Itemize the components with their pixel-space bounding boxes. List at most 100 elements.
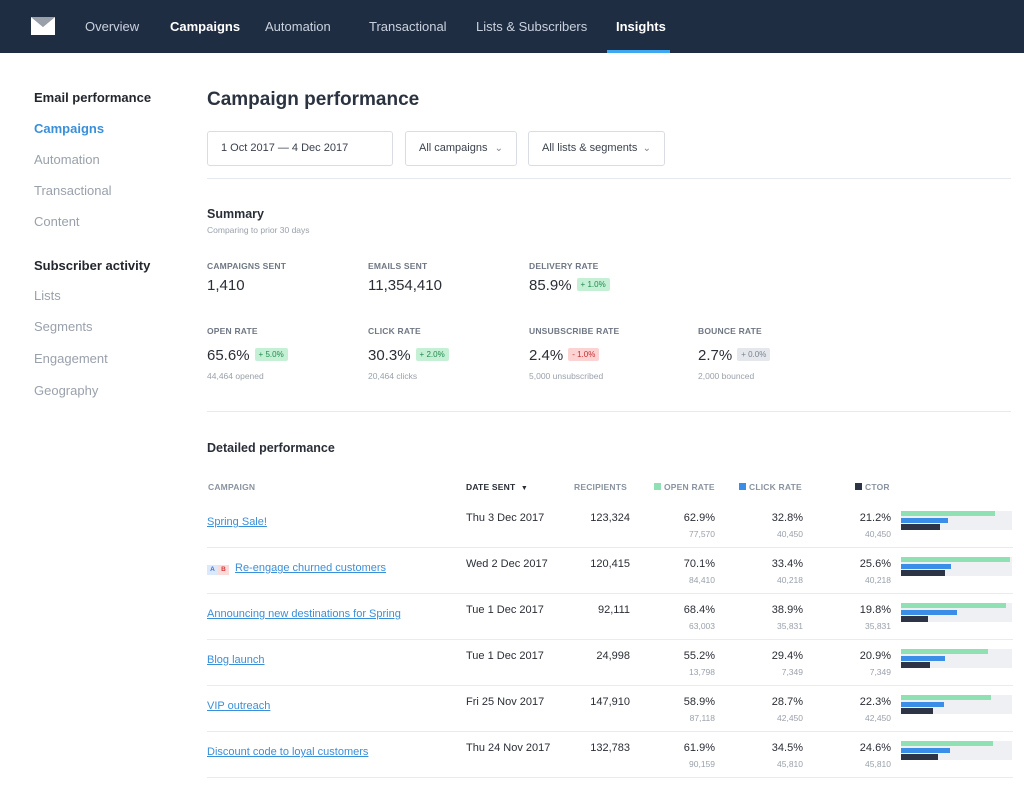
recipients: 24,998 xyxy=(596,650,630,662)
clicks-count: 45,810 xyxy=(777,759,803,769)
metric-value-delivery-rate: 85.9% xyxy=(529,277,572,294)
nav-overview[interactable]: Overview xyxy=(85,19,140,34)
campaign-link[interactable]: Blog launch xyxy=(207,654,265,666)
open-rate: 68.4% xyxy=(683,604,715,616)
sort-desc-icon: ▼ xyxy=(520,485,529,492)
column-header-date-sent[interactable]: DATE SENT ▼ xyxy=(466,482,528,492)
ctor-bar xyxy=(901,524,940,530)
metric-value-open-rate: 65.6% xyxy=(207,347,250,364)
metric-value-unsubscribe-rate: 2.4% xyxy=(529,347,564,364)
ctor-count: 40,218 xyxy=(865,575,891,585)
campaign-cell: Spring Sale! xyxy=(207,512,267,530)
divider xyxy=(207,178,1011,179)
open-rate-bar xyxy=(901,649,988,654)
envelope-logo-icon[interactable] xyxy=(31,17,55,35)
click-rate: 34.5% xyxy=(771,742,803,754)
column-header-campaign[interactable]: CAMPAIGN xyxy=(208,482,256,492)
metric-label-campaigns-sent: CAMPAIGNS SENT xyxy=(207,261,287,271)
column-header-open-rate[interactable]: OPEN RATE xyxy=(654,482,715,492)
sidebar-item-content[interactable]: Content xyxy=(34,214,80,229)
column-header-ctor[interactable]: CTOR xyxy=(855,482,890,492)
sidebar-item-engagement[interactable]: Engagement xyxy=(34,351,108,366)
change-badge: + 0.0% xyxy=(737,348,771,361)
open-rate-bar xyxy=(901,557,1010,562)
click-rate: 28.7% xyxy=(771,696,803,708)
performance-bars xyxy=(901,695,1012,714)
opened-count: 87,118 xyxy=(689,713,715,723)
campaign-link[interactable]: Announcing new destinations for Spring xyxy=(207,608,401,620)
ctor-count: 42,450 xyxy=(865,713,891,723)
ctor: 24.6% xyxy=(859,742,891,754)
nav-transactional[interactable]: Transactional xyxy=(369,19,447,34)
chevron-down-icon: ⌄ xyxy=(642,143,651,154)
nav-campaigns[interactable]: Campaigns xyxy=(170,19,241,34)
nav-automation[interactable]: Automation xyxy=(265,19,331,34)
click-rate-legend-swatch xyxy=(739,483,746,490)
nav-insights[interactable]: Insights xyxy=(616,19,666,34)
column-header-click-rate[interactable]: CLICK RATE xyxy=(739,482,802,492)
click-rate-bar xyxy=(901,702,944,707)
campaign-cell: VIP outreach xyxy=(207,696,270,714)
lists-segments-dropdown[interactable]: All lists & segments ⌄ xyxy=(528,131,665,166)
ctor-count: 35,831 xyxy=(865,621,891,631)
table-row: Discount code to loyal customers Thu 24 N… xyxy=(207,732,1013,778)
sidebar-item-lists[interactable]: Lists xyxy=(34,288,61,303)
ctor-count: 45,810 xyxy=(865,759,891,769)
campaign-link[interactable]: Spring Sale! xyxy=(207,516,267,528)
ab-variant-a: A xyxy=(207,565,218,575)
open-rate: 62.9% xyxy=(683,512,715,524)
sidebar-item-campaigns[interactable]: Campaigns xyxy=(34,121,105,136)
active-tab-indicator xyxy=(607,50,670,53)
date-sent: Tue 1 Dec 2017 xyxy=(466,650,544,662)
ctor: 19.8% xyxy=(859,604,891,616)
ctor: 20.9% xyxy=(859,650,891,662)
campaigns-dropdown-value: All campaigns xyxy=(419,142,488,154)
sidebar-item-transactional[interactable]: Transactional xyxy=(34,183,112,198)
performance-bars xyxy=(901,603,1012,622)
page-title: Campaign performance xyxy=(207,89,420,110)
performance-bars xyxy=(901,741,1012,760)
performance-bars xyxy=(901,557,1012,576)
metric-bounce-rate: 2.7% + 0.0% xyxy=(698,347,771,364)
detailed-performance-title: Detailed performance xyxy=(207,441,335,455)
campaign-link[interactable]: Re-engage churned customers xyxy=(235,562,387,574)
campaign-cell: A B Re-engage churned customers xyxy=(207,558,386,576)
open-rate: 70.1% xyxy=(683,558,715,570)
metric-label-delivery-rate: DELIVERY RATE xyxy=(529,261,599,271)
metric-label-bounce-rate: BOUNCE RATE xyxy=(698,326,762,336)
campaign-link[interactable]: Discount code to loyal customers xyxy=(207,746,369,758)
metric-label-open-rate: OPEN RATE xyxy=(207,326,258,336)
metric-value-click-rate: 30.3% xyxy=(368,347,411,364)
clicks-count: 40,450 xyxy=(777,529,803,539)
opened-count: 13,798 xyxy=(689,667,715,677)
summary-subtitle: Comparing to prior 30 days xyxy=(207,225,310,235)
recipients: 132,783 xyxy=(590,742,630,754)
campaign-link[interactable]: VIP outreach xyxy=(207,700,271,712)
campaign-cell: Announcing new destinations for Spring xyxy=(207,604,401,622)
sidebar-item-automation[interactable]: Automation xyxy=(34,152,100,167)
divider xyxy=(207,411,1011,412)
nav-lists-subscribers[interactable]: Lists & Subscribers xyxy=(476,19,588,34)
lists-dropdown-value: All lists & segments xyxy=(542,142,638,154)
change-badge: + 5.0% xyxy=(254,348,288,361)
change-badge: + 2.0% xyxy=(415,348,449,361)
open-rate-bar xyxy=(901,741,993,746)
column-header-ctor-label: CTOR xyxy=(865,482,890,492)
metric-unsubscribe-rate: 2.4% - 1.0% xyxy=(529,347,600,364)
ctor: 21.2% xyxy=(859,512,891,524)
date-sent: Thu 24 Nov 2017 xyxy=(466,742,551,754)
open-rate: 55.2% xyxy=(683,650,715,662)
open-rate: 61.9% xyxy=(683,742,715,754)
table-row: Blog launch Tue 1 Dec 2017 24,998 55.2% 13,7… xyxy=(207,640,1013,686)
change-badge: + 1.0% xyxy=(576,278,610,291)
click-rate: 32.8% xyxy=(771,512,803,524)
date-range-picker[interactable]: 1 Oct 2017 — 4 Dec 2017 xyxy=(207,131,393,166)
campaigns-dropdown[interactable]: All campaigns ⌄ xyxy=(405,131,517,166)
column-header-recipients[interactable]: RECIPIENTS xyxy=(574,482,628,492)
sidebar-item-segments[interactable]: Segments xyxy=(34,319,93,334)
campaign-cell: Discount code to loyal customers xyxy=(207,742,368,760)
table-row: Announcing new destinations for Spring Tu… xyxy=(207,594,1013,640)
sidebar-item-geography[interactable]: Geography xyxy=(34,383,99,398)
recipients: 147,910 xyxy=(590,696,630,708)
